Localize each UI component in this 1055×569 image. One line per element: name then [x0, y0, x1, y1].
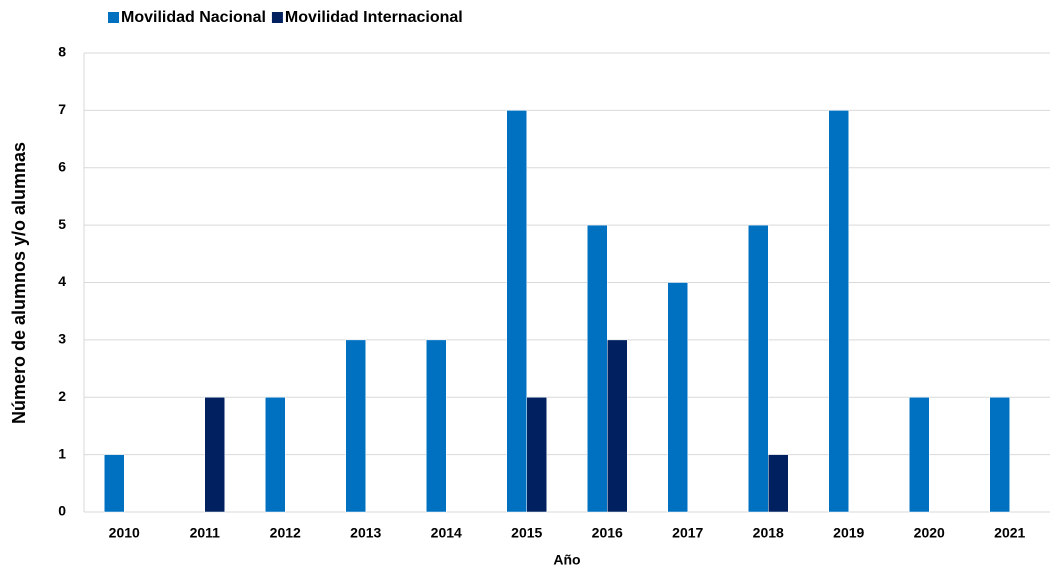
- bar: [265, 397, 286, 513]
- x-tick-label: 2021: [994, 525, 1025, 541]
- legend-label: Movilidad Nacional: [121, 9, 266, 26]
- bar: [104, 454, 125, 513]
- bar: [426, 339, 447, 513]
- y-tick-label: 2: [58, 388, 66, 404]
- bar: [345, 339, 366, 513]
- bar: [989, 397, 1010, 513]
- y-tick-label: 1: [58, 445, 66, 461]
- x-tick-label: 2014: [431, 525, 462, 541]
- bar: [748, 224, 769, 513]
- x-tick-label: 2019: [833, 525, 864, 541]
- x-tick-label: 2017: [672, 525, 703, 541]
- legend-swatch: [108, 12, 119, 23]
- x-tick-label: 2015: [511, 525, 542, 541]
- bar: [607, 339, 628, 513]
- y-tick-label: 0: [58, 503, 66, 519]
- bar: [828, 110, 849, 513]
- bar: [909, 397, 930, 513]
- x-tick-label: 2011: [190, 525, 221, 541]
- y-axis-label: Número de alumnos y/o alumnas: [9, 142, 29, 424]
- x-tick-label: 2013: [350, 525, 381, 541]
- x-tick-label: 2018: [753, 525, 784, 541]
- bar: [667, 282, 688, 513]
- x-tick-label: 2020: [914, 525, 945, 541]
- x-axis-label: Año: [553, 552, 580, 568]
- y-tick-label: 5: [58, 216, 66, 232]
- y-tick-label: 3: [58, 331, 66, 347]
- x-tick-label: 2012: [270, 525, 301, 541]
- bar: [204, 397, 225, 513]
- bar: [587, 224, 608, 513]
- x-tick-label: 2010: [109, 525, 140, 541]
- y-tick-label: 6: [58, 158, 66, 174]
- y-tick-label: 7: [58, 101, 66, 117]
- y-tick-label: 4: [58, 273, 66, 289]
- bar: [526, 397, 547, 513]
- legend-label: Movilidad Internacional: [285, 9, 463, 26]
- bar: [506, 110, 527, 513]
- bar: [768, 454, 789, 513]
- x-tick-label: 2016: [592, 525, 623, 541]
- y-tick-label: 8: [58, 44, 66, 60]
- legend-swatch: [271, 12, 283, 23]
